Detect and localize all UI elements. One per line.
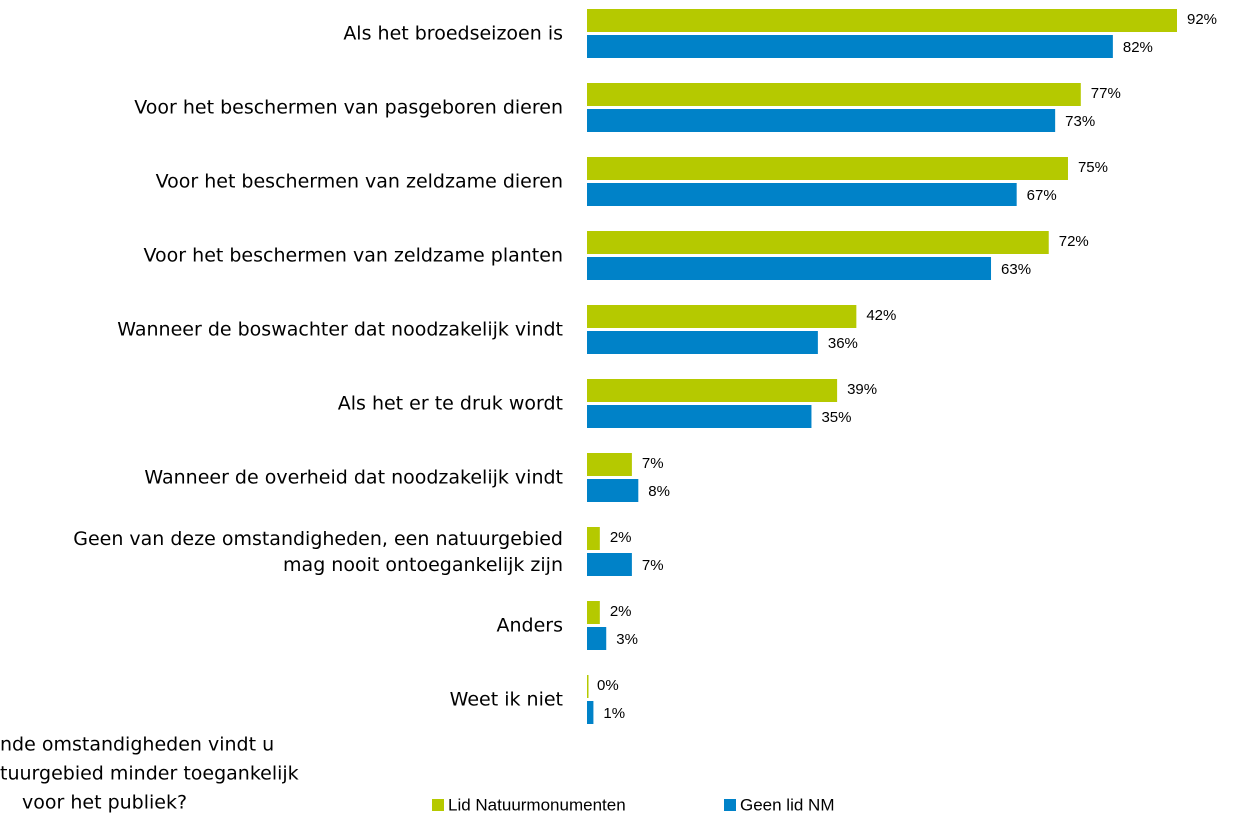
category-label: Als het er te druk wordt <box>338 393 563 415</box>
bar <box>587 675 589 698</box>
category-label: Voor het beschermen van pasgeboren diere… <box>134 97 563 119</box>
value-label: 36% <box>828 335 858 352</box>
value-label: 35% <box>821 409 851 426</box>
chart-title: nde omstandigheden vindt u <box>0 734 274 756</box>
value-label: 8% <box>648 483 670 500</box>
chart-title: voor het publiek? <box>22 792 187 814</box>
value-label: 82% <box>1123 39 1153 56</box>
bar <box>587 183 1017 206</box>
bar <box>587 405 812 428</box>
bar <box>587 35 1113 58</box>
bar <box>587 527 600 550</box>
legend-label: Lid Natuurmonumenten <box>448 795 626 814</box>
bar <box>587 627 607 650</box>
value-label: 72% <box>1059 233 1089 250</box>
category-label: Wanneer de overheid dat noodzakelijk vin… <box>144 467 563 489</box>
bar <box>587 331 818 354</box>
bar <box>587 379 838 402</box>
value-label: 3% <box>616 631 638 648</box>
value-label: 77% <box>1091 85 1121 102</box>
value-label: 75% <box>1078 159 1108 176</box>
value-label: 2% <box>610 603 632 620</box>
value-label: 39% <box>847 381 877 398</box>
category-label: Anders <box>497 615 564 637</box>
value-label: 92% <box>1187 11 1217 28</box>
bar <box>587 701 594 724</box>
value-label: 7% <box>642 557 664 574</box>
bar <box>587 601 600 624</box>
bar <box>587 9 1177 32</box>
bar <box>587 83 1081 106</box>
value-label: 0% <box>597 677 619 694</box>
value-label: 2% <box>610 529 632 546</box>
category-label: Geen van deze omstandigheden, een natuur… <box>73 528 563 576</box>
bar <box>587 305 857 328</box>
value-label: 7% <box>642 455 664 472</box>
value-label: 1% <box>603 705 625 722</box>
bar <box>587 453 632 476</box>
bar <box>587 231 1049 254</box>
value-label: 73% <box>1065 113 1095 130</box>
bar <box>587 157 1068 180</box>
value-label: 67% <box>1027 187 1057 204</box>
category-label: Weet ik niet <box>450 689 563 711</box>
category-label: Als het broedseizoen is <box>343 23 563 45</box>
category-label: Wanneer de boswachter dat noodzakelijk v… <box>117 319 563 341</box>
legend-swatch <box>432 799 444 811</box>
bar <box>587 109 1056 132</box>
chart-title: tuurgebied minder toegankelijk <box>0 763 299 785</box>
category-label: Voor het beschermen van zeldzame planten <box>144 245 563 267</box>
value-label: 42% <box>866 307 896 324</box>
legend-label: Geen lid NM <box>740 795 834 814</box>
category-label: Voor het beschermen van zeldzame dieren <box>156 171 563 193</box>
legend-swatch <box>724 799 736 811</box>
bar <box>587 479 639 502</box>
bar <box>587 257 992 280</box>
bar <box>587 553 632 576</box>
value-label: 63% <box>1001 261 1031 278</box>
